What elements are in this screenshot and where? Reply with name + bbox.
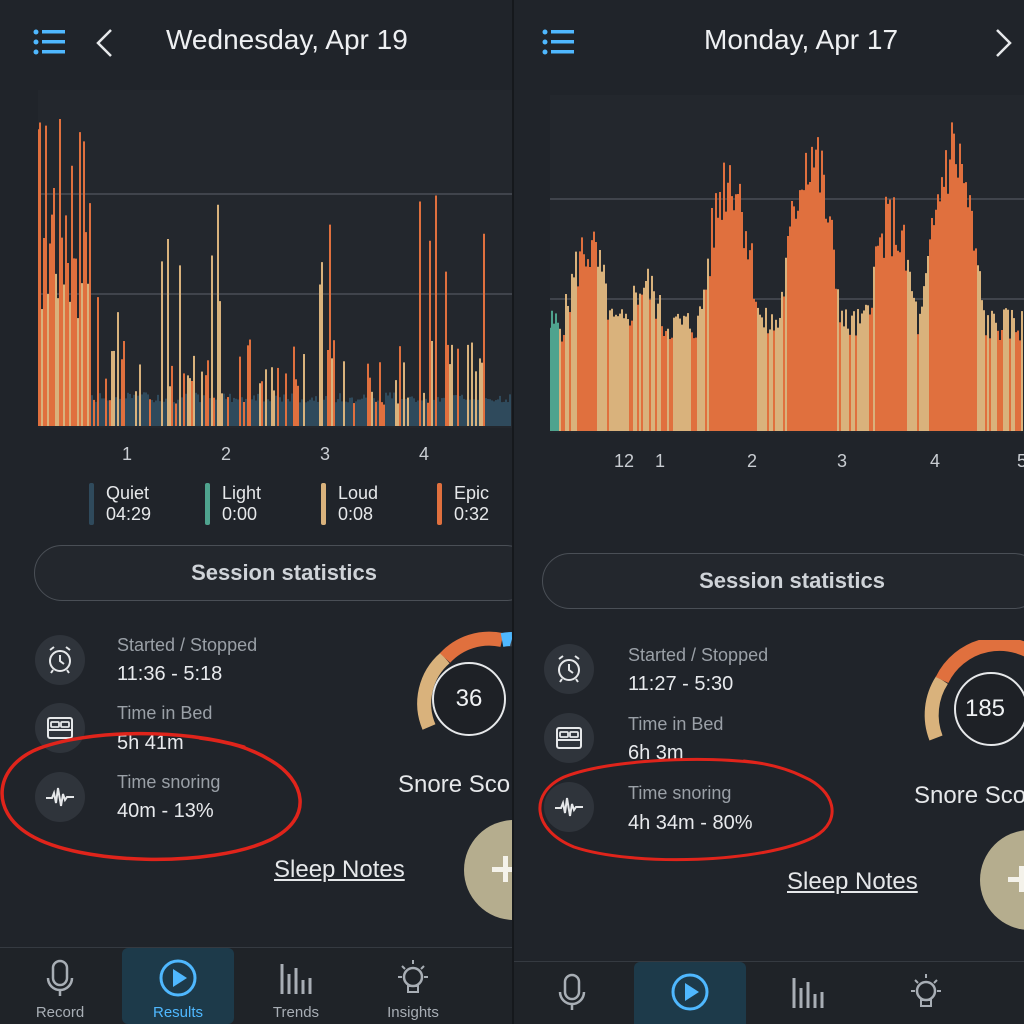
snore-score-gauge [924, 640, 1024, 746]
snore-score-value: 185 [964, 695, 1006, 722]
snore-score-label: Snore Sco [914, 782, 1024, 809]
legend-epic: Epic 0:32 [437, 483, 489, 525]
alarm-clock-icon [544, 644, 594, 694]
page-title: Wednesday, Apr 19 [166, 24, 408, 55]
legend-value: 0:08 [338, 504, 374, 524]
stat-value: 5h 41m [117, 732, 184, 754]
stat-value: 4h 34m - 80% [628, 812, 753, 834]
nav-trends[interactable]: Trends [240, 948, 352, 1024]
nav-label: Trends [272, 1004, 320, 1021]
header: Wednesday, Apr 19 [0, 0, 512, 86]
sleep-notes-link[interactable]: Sleep Notes [274, 856, 405, 883]
chevron-right-icon[interactable] [992, 28, 1014, 58]
stat-value: 40m - 13% [117, 800, 214, 822]
legend-swatch [89, 483, 94, 525]
x-tick-label: 2 [746, 451, 758, 471]
nav-record[interactable]: Record [4, 948, 116, 1024]
legend-swatch [205, 483, 210, 525]
chevron-left-icon[interactable] [94, 28, 116, 58]
session-statistics-label: Session statistics [699, 568, 885, 593]
lightbulb-icon [398, 960, 428, 993]
legend-label: Quiet [106, 483, 150, 503]
nav-label: Results [152, 1004, 204, 1021]
legend-swatch [321, 483, 326, 525]
stat-label: Time in Bed [117, 703, 213, 723]
add-button[interactable] [980, 830, 1024, 930]
chart-background [38, 90, 512, 428]
legend-light: Light 0:00 [205, 483, 261, 525]
bars-icon [792, 978, 824, 1008]
alarm-clock-icon [35, 635, 85, 685]
nav-results[interactable] [634, 962, 746, 1024]
plus-icon [492, 867, 512, 872]
waveform-icon [35, 772, 85, 822]
bars-icon [280, 964, 312, 994]
nav-insights[interactable] [870, 962, 982, 1024]
page-title: Monday, Apr 17 [704, 24, 899, 55]
snore-score-label: Snore Sco [398, 771, 511, 798]
bottom-nav [514, 961, 1024, 1024]
nav-record[interactable] [516, 962, 628, 1024]
snore-score-value: 36 [455, 685, 483, 712]
add-button[interactable] [464, 820, 512, 920]
stat-label: Time snoring [117, 772, 221, 792]
header: Monday, Apr 17 [514, 0, 1024, 86]
legend-label: Epic [454, 483, 490, 503]
nav-label: Record [35, 1004, 85, 1021]
plus-icon [1008, 877, 1024, 882]
lightbulb-icon [911, 974, 941, 1007]
stat-label: Started / Stopped [117, 635, 258, 655]
legend-label: Light [222, 483, 262, 503]
nav-label: Insights [387, 1004, 439, 1021]
stat-value: 11:36 - 5:18 [117, 663, 223, 685]
play-icon [671, 973, 709, 1011]
x-tick-label: 4 [418, 444, 430, 464]
snore-score-gauge [417, 631, 512, 736]
stat-value: 6h 3m [628, 742, 684, 764]
nav-trends[interactable] [752, 962, 864, 1024]
legend-swatch [437, 483, 442, 525]
nav-results[interactable]: Results [122, 948, 234, 1024]
sleep-notes-link[interactable]: Sleep Notes [787, 868, 918, 895]
waveform-icon [544, 782, 594, 832]
bed-icon [35, 703, 85, 753]
legend-label: Loud [338, 483, 379, 503]
session-statistics-tab[interactable]: Session statistics [34, 545, 512, 601]
x-tick-label: 12 [613, 451, 635, 471]
right-screen: Monday, Apr 17 1212345 Quiet01:06Light0:… [512, 0, 1024, 1024]
legend-value: 04:29 [106, 504, 152, 524]
x-tick-label: 3 [319, 444, 331, 464]
session-statistics-label: Session statistics [191, 560, 377, 585]
menu-list-icon[interactable] [33, 28, 65, 56]
x-tick-label: 2 [220, 444, 232, 464]
x-tick-label: 3 [836, 451, 848, 471]
x-tick-label: 1 [654, 451, 666, 471]
microphone-icon [46, 959, 74, 996]
x-tick-label: 5 [1017, 451, 1024, 472]
menu-list-icon[interactable] [542, 28, 574, 56]
snore-chart [38, 90, 512, 428]
snore-chart [550, 95, 1024, 433]
session-statistics-tab[interactable]: Session statistics [542, 553, 1024, 609]
stat-label: Time snoring [628, 783, 732, 803]
play-icon [159, 959, 197, 997]
legend-loud: Loud 0:08 [321, 483, 378, 525]
legend-quiet: Quiet 04:29 [89, 483, 151, 525]
stat-label: Started / Stopped [628, 645, 769, 665]
stat-label: Time in Bed [628, 714, 724, 734]
x-tick-label: 1 [121, 444, 133, 464]
microphone-icon [558, 973, 586, 1010]
x-tick-label: 4 [929, 451, 941, 471]
legend-value: 0:32 [454, 504, 490, 524]
legend-value: 0:00 [222, 504, 258, 524]
bed-icon [544, 713, 594, 763]
stat-value: 11:27 - 5:30 [628, 673, 734, 695]
bottom-nav: Record Results Trends Insights [0, 947, 512, 1024]
nav-insights[interactable]: Insights [357, 948, 469, 1024]
